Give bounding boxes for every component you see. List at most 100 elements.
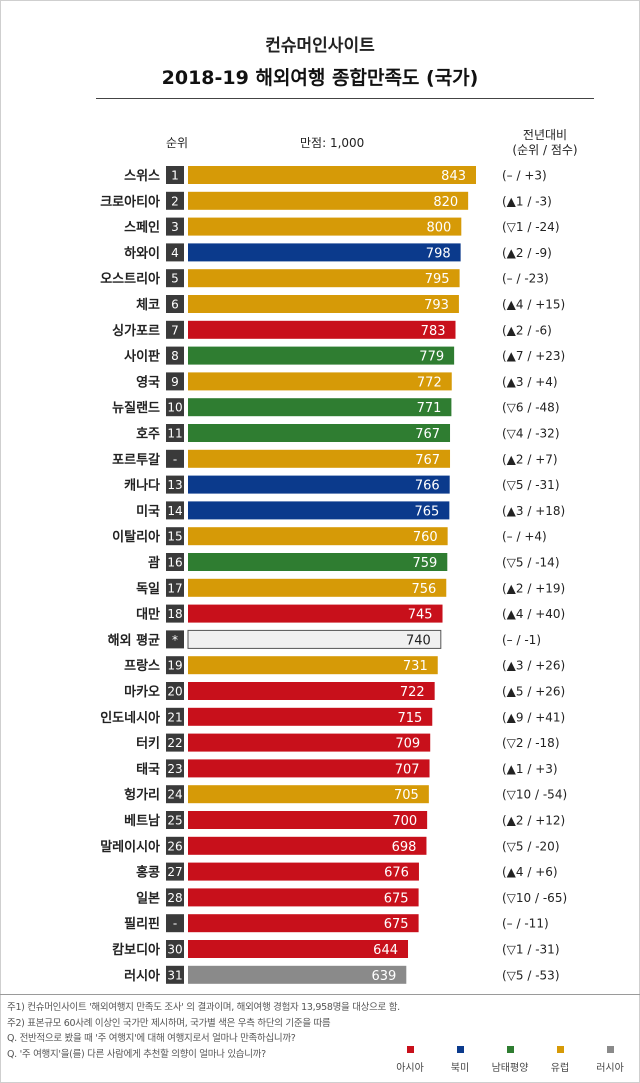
rank-label: 13 [167,478,182,492]
brand-name: 컨슈머인사이트 [265,36,375,56]
legend-label-asia: 아시아 [396,1063,424,1074]
rank-box [166,475,184,494]
rank-label: 15 [167,530,182,544]
yoy-label: (▽1 / -24) [502,220,560,234]
legend-item-europe: 유럽 [535,1046,585,1074]
rank-label: 30 [167,943,182,957]
rank-label: - [173,917,177,931]
rank-label: * [172,633,178,647]
rank-box [166,346,184,365]
yoy-label: (▲3 / +4) [502,375,558,389]
category-label: 독일 [136,582,160,597]
yoy-label: (▲2 / -9) [502,246,552,260]
value-label: 707 [395,762,420,777]
value-label: 639 [371,969,396,984]
value-label: 675 [384,891,409,906]
data-bar [188,656,438,675]
bar-chart: 스위스 1 843 (– / +3)크로아티아 2 820 (▲1 / -3)스페인 3 800… [100,166,567,984]
legend-item-oceania: 남태평양 [485,1046,535,1074]
value-label: 705 [394,788,419,803]
rank-box [166,656,184,675]
yoy-label: (▲3 / +18) [502,504,565,518]
category-label: 크로아티아 [100,194,160,210]
data-bar [188,501,450,520]
data-bar [188,527,448,546]
value-label: 731 [403,659,428,674]
yoy-label: (▽5 / -14) [502,556,560,570]
yoy-label: (– / -11) [502,917,549,931]
yoy-label: (▲2 / -6) [502,323,552,337]
rank-label: 17 [167,581,182,595]
value-label: 700 [392,814,417,829]
data-bar [188,940,409,958]
data-bar [188,346,455,365]
value-label: 843 [441,169,466,184]
rank-box [166,398,184,417]
rank-label: 5 [171,272,179,286]
category-label: 말레이시아 [100,839,160,855]
category-label: 싱가포르 [112,324,160,339]
rank-label: 20 [167,685,182,699]
data-bar [188,733,431,752]
rank-box [166,888,184,907]
category-label: 캐나다 [124,478,160,494]
chart-title: 2018-19 해외여행 종합만족도 (국가) [161,67,479,89]
legend-swatch-russia [606,1046,614,1053]
data-bar [187,629,442,649]
rank-label: 16 [167,556,182,570]
value-label: 756 [411,582,436,597]
data-bar [188,811,428,829]
yoy-label: (▽1 / -31) [502,943,560,957]
legend-item-north-america: 북미 [435,1046,485,1074]
data-bar [188,785,429,804]
rank-label: 11 [167,427,182,441]
category-label: 인도네시아 [100,710,160,726]
yoy-label: (▲1 / +3) [502,762,558,776]
yoy-label: (▽4 / -32) [502,427,560,441]
category-label: 괌 [148,555,160,571]
rank-label: 23 [167,762,182,776]
yoy-label: (▲2 / +7) [502,452,558,466]
legend-item-russia: 러시아 [585,1046,635,1074]
yoy-label: (▲4 / +6) [502,865,558,879]
rank-label: 10 [167,401,182,415]
category-label: 하와이 [124,245,160,261]
legend-label-russia: 러시아 [596,1063,624,1074]
yoy-label: (– / -23) [502,272,549,286]
category-label: 스페인 [124,220,160,236]
rank-box [166,914,184,933]
value-label: 783 [421,324,446,339]
rank-box [166,501,184,520]
rank-box [166,217,184,236]
rank-box [166,424,184,442]
rank-box [166,733,184,752]
rank-box [166,243,184,262]
legend-swatch-oceania [506,1046,514,1053]
rank-label: 14 [167,504,182,518]
value-label: 772 [417,375,442,390]
rank-box [166,527,184,546]
rank-box [166,295,184,313]
rank-label: 2 [171,194,179,208]
value-label: 644 [373,943,398,958]
yoy-header-line2: (순위 / 점수) [512,143,578,157]
value-label: 709 [395,737,420,752]
yoy-label: (▽2 / -18) [502,736,560,750]
value-label: 698 [392,840,417,855]
yoy-label: (▽6 / -48) [502,401,560,415]
value-label: 715 [397,711,422,726]
rank-box [166,759,184,778]
category-label: 터키 [136,736,160,752]
rank-label: 4 [171,246,179,260]
yoy-label: (▽10 / -65) [502,891,567,905]
data-bar [188,888,419,907]
category-label: 마카오 [124,684,160,700]
yoy-label: (▲2 / +12) [502,814,565,828]
category-label: 홍콩 [136,865,160,881]
data-bar [188,217,462,236]
rank-column-header: 순위 [165,136,189,150]
category-label: 포르투갈 [112,453,160,468]
yoy-column-header: 전년대비 (순위 / 점수) [500,128,590,158]
yoy-header-line1: 전년대비 [522,128,568,142]
value-label: 766 [415,479,440,494]
